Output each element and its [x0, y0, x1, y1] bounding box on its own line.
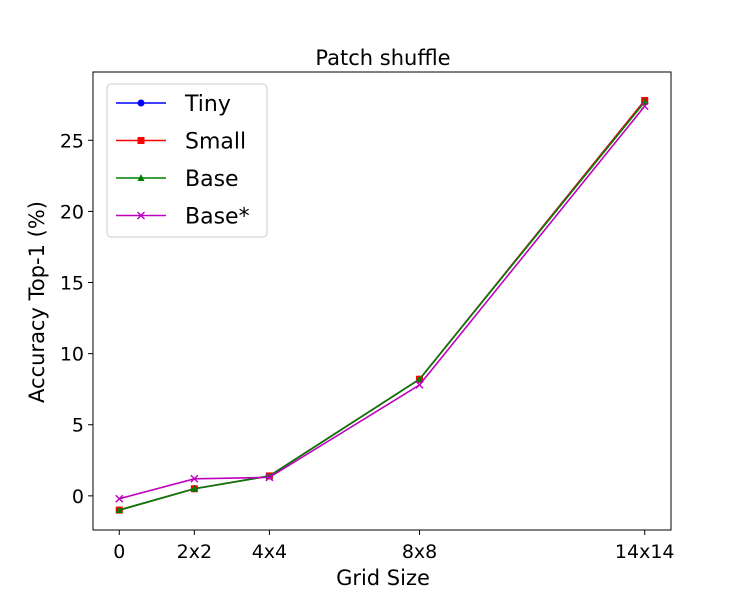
series-point-3-1-stroke-b [190, 474, 199, 483]
legend-marker-3 [137, 211, 145, 220]
series-point-3-4-stroke-b [640, 102, 649, 111]
chart-title: Patch shuffle [315, 46, 450, 70]
series-point-2-0 [115, 506, 123, 514]
x-tick-label-2: 4x4 [252, 541, 287, 563]
series-point-3-1 [190, 474, 199, 483]
y-axis-label: Accuracy Top-1 (%) [25, 201, 49, 403]
legend-marker-3-stroke-b [137, 211, 145, 220]
series-point-2-3 [416, 375, 424, 383]
x-axis: 0 2x2 4x4 8x8 14x14 [113, 530, 675, 563]
series-point-3-0-stroke-b [115, 494, 124, 503]
series-point-2-1 [190, 484, 198, 492]
x-tick-label-4: 14x14 [615, 541, 675, 563]
series-point-3-3 [415, 380, 424, 389]
series-point-2-4 [641, 97, 649, 105]
series-point-3-4 [640, 102, 649, 111]
y-tick-label-5: 25 [60, 130, 84, 152]
legend-box [106, 83, 268, 238]
x-tick-label-0: 0 [113, 541, 125, 563]
y-tick-label-0: 0 [72, 486, 84, 508]
y-tick-label-2: 10 [60, 344, 84, 366]
legend-marker-2 [137, 174, 145, 181]
legend: Tiny Small Base Base* [106, 83, 268, 238]
series-point-3-2-stroke-b [265, 473, 274, 482]
series-layer [115, 96, 649, 514]
y-tick-label-4: 20 [60, 201, 84, 223]
legend-label-0: Tiny [184, 92, 231, 117]
legend-label-3: Base* [185, 205, 250, 230]
y-tick-label-1: 5 [72, 415, 84, 437]
x-tick-label-1: 2x2 [177, 541, 212, 563]
legend-marker-1 [137, 137, 145, 144]
legend-label-1: Small [185, 130, 246, 155]
x-tick-label-3: 8x8 [402, 541, 437, 563]
y-tick-label-3: 15 [60, 273, 84, 295]
plot-frame [92, 71, 672, 531]
x-axis-label: Grid Size [336, 566, 430, 590]
legend-label-2: Base [185, 167, 239, 192]
series-point-3-0 [115, 494, 124, 503]
series-point-3-3-stroke-b [415, 380, 424, 389]
y-axis: 0 5 10 15 20 25 [60, 130, 93, 508]
series-point-3-2 [265, 473, 274, 482]
legend-marker-0 [137, 99, 145, 107]
